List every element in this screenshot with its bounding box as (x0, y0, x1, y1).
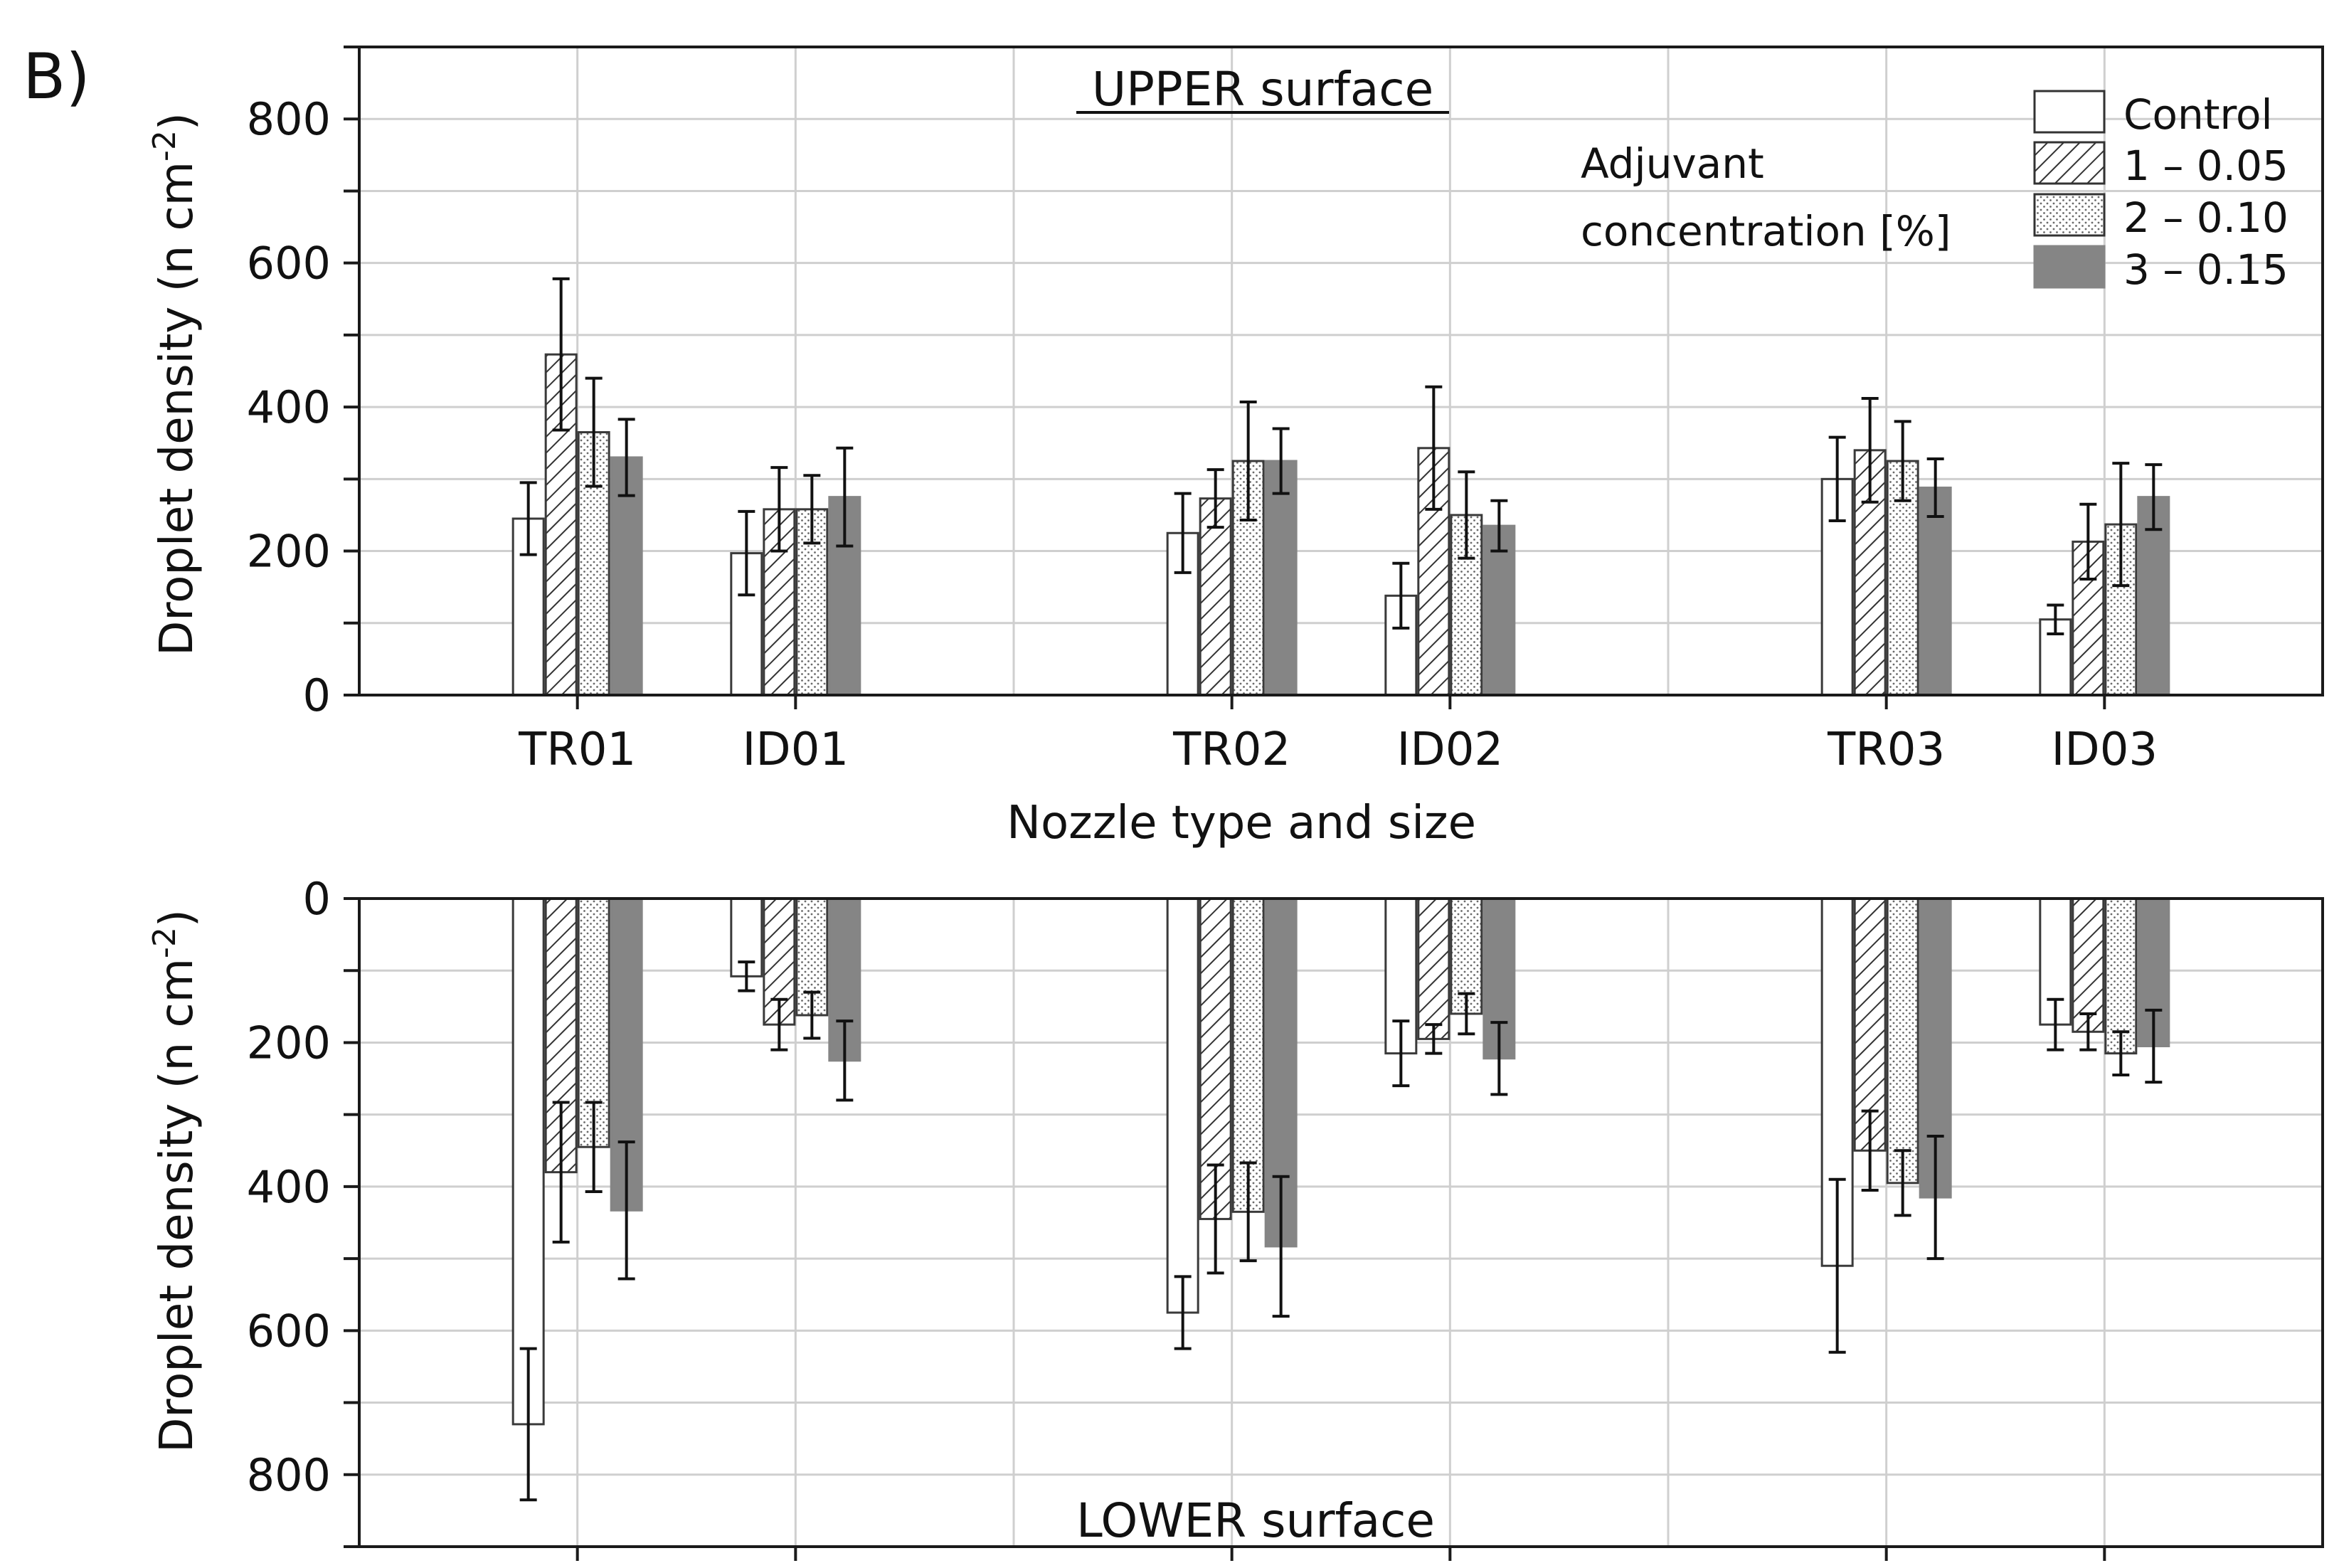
upper-y-axis-title: Droplet density (n cm-2) (147, 112, 203, 656)
category-label-tr02: TR02 (1172, 724, 1290, 776)
x-axis-title: Nozzle type and size (1007, 797, 1476, 849)
bar-tr03-c3 (1919, 486, 1952, 696)
category-label-id01: ID01 (743, 724, 849, 776)
y-tick-label: 400 (247, 381, 331, 433)
legend-title-line2: concentration [%] (1581, 207, 1951, 255)
upper-y-axis-title-close: ) (151, 112, 203, 130)
legend-swatch-3 (2033, 245, 2106, 289)
lower-y-ticks: 0 200 400 600 800 (247, 873, 2106, 1561)
upper-y-ticks: 0 200 400 600 800 (247, 46, 2106, 721)
upper-category-labels: TR01 ID01 TR02 ID02 TR03 ID03 (518, 724, 2158, 776)
lower-y-axis-title: Droplet density (n cm-2) (147, 909, 203, 1453)
upper-panel: 0 200 400 600 800 TR01 ID01 TR02 ID02 TR03 ID03 U… (147, 46, 2324, 849)
category-label-id03: ID03 (2052, 724, 2158, 776)
lower-gridlines (359, 899, 2323, 1547)
y-tick-label: 800 (247, 93, 331, 145)
upper-bars (511, 277, 2170, 696)
legend-label-1: 1 – 0.05 (2123, 142, 2288, 190)
panel-label: B) (23, 40, 90, 113)
upper-y-axis-title-main: Droplet density (n cm (151, 161, 203, 656)
bar-id03-c1 (2072, 897, 2105, 1033)
legend-label-control: Control (2123, 90, 2273, 139)
legend: Adjuvant concentration [%] Control 1 – 0… (1581, 90, 2288, 294)
y-tick-label: 600 (247, 238, 331, 290)
bar-tr02-control (1166, 531, 1199, 696)
bar-id03-c2 (2104, 897, 2138, 1055)
bar-tr02-c3 (1264, 460, 1298, 696)
lower-panel-title: LOWER surface (1076, 1493, 1435, 1548)
upper-y-axis-title-sup: -2 (147, 130, 183, 161)
bar-tr01-control (511, 897, 545, 1426)
y-tick-label: 800 (247, 1449, 331, 1501)
bar-id02-c1 (1417, 897, 1450, 1040)
category-label-tr03: TR03 (1827, 724, 1945, 776)
y-tick-label: 200 (247, 1017, 331, 1069)
upper-gridlines (359, 47, 2323, 695)
lower-panel: 0 200 400 600 800 LOWER surface Droplet dens… (147, 873, 2324, 1561)
y-tick-label: 0 (303, 873, 331, 925)
lower-bars (511, 897, 2170, 1502)
bar-tr02-control (1166, 897, 1199, 1314)
legend-label-2: 2 – 0.10 (2123, 194, 2288, 242)
lower-y-axis-title-close: ) (151, 909, 203, 927)
y-tick-label: 600 (247, 1305, 331, 1357)
y-tick-label: 200 (247, 526, 331, 578)
bar-tr02-c1 (1199, 497, 1232, 696)
upper-plot-frame (358, 46, 2324, 696)
legend-swatch-2 (2033, 193, 2106, 237)
lower-y-axis-title-sup: -2 (147, 927, 183, 958)
upper-panel-title: UPPER surface (1092, 62, 1433, 117)
category-label-tr01: TR01 (518, 724, 636, 776)
lower-y-axis-title-main: Droplet density (n cm (151, 958, 203, 1453)
bar-tr03-c2 (1886, 897, 1919, 1185)
y-tick-label: 0 (303, 669, 331, 721)
legend-label-3: 3 – 0.15 (2123, 245, 2288, 294)
y-tick-label: 400 (247, 1161, 331, 1213)
category-label-id02: ID02 (1397, 724, 1504, 776)
bar-tr01-c3 (610, 456, 643, 696)
legend-title-line1: Adjuvant (1581, 139, 1764, 188)
legend-swatch-control (2033, 90, 2106, 134)
lower-plot-frame (358, 897, 2324, 1548)
legend-swatch-1 (2033, 141, 2106, 185)
